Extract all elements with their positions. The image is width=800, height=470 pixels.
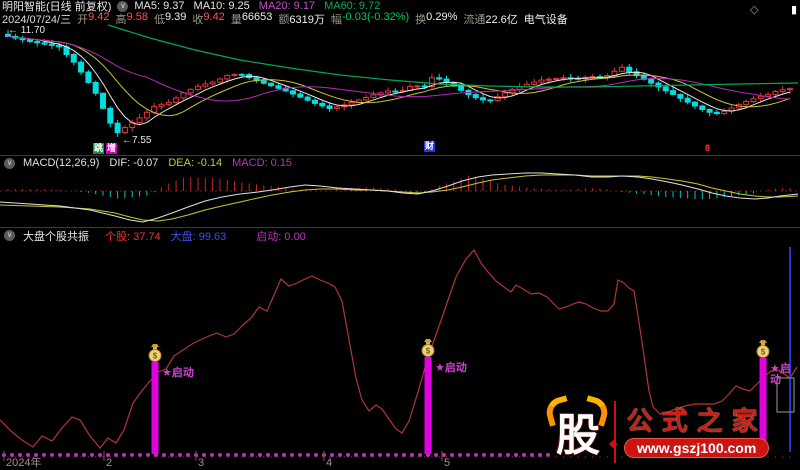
watermark-text: 公式之家 www.gszj100.com (624, 405, 770, 458)
dif-value: DIF: -0.07 (109, 157, 159, 169)
macd-header: ∨ MACD(12,26,9) DIF: -0.07 DEA: -0.14 MA… (2, 157, 292, 169)
diamond-icon[interactable]: ◇ (750, 4, 759, 16)
stock-resonance-value: 个股: 37.74 (105, 230, 161, 243)
trigger-signal-label: ★启动 (770, 363, 791, 386)
money-bag-icon: $ (148, 344, 162, 362)
collapse-price-panel-icon[interactable]: ∨ (117, 0, 129, 12)
quote-field-value: 9.42 (203, 10, 225, 23)
quote-field-label: 换 (415, 13, 427, 26)
industry-label: 电气设备 (523, 13, 568, 26)
axis-label: 3 (198, 457, 205, 469)
macd-indicator-name: MACD(12,26,9) (23, 157, 100, 169)
corner-widget-icon[interactable]: ▮ (791, 4, 798, 16)
quote-field-label: 收 (192, 13, 204, 26)
price-signal-marker[interactable]: 跳 (93, 143, 105, 154)
axis-label: 2024年 (6, 457, 42, 469)
watermark-divider: ◆ (609, 401, 617, 463)
trigger-signal-label: ★启动 (162, 367, 194, 379)
svg-text:$: $ (761, 348, 766, 357)
quote-date: 2024/07/24/三 (2, 13, 72, 26)
axis-label: 5 (444, 457, 451, 469)
quote-field-value: 0.29% (426, 10, 458, 23)
quote-field-value: -0.03(-0.32%) (341, 10, 410, 23)
price-signal-marker[interactable]: 8 (705, 143, 711, 153)
ma-legend-item: MA5: 9.37 (134, 0, 185, 12)
price-signal-marker[interactable]: 增 (106, 143, 118, 154)
quote-field-value: 6319万 (289, 13, 325, 26)
collapse-resonance-panel-icon[interactable]: ∨ (4, 230, 15, 241)
money-bag-icon: $ (421, 339, 435, 357)
quote-field-value: 9.42 (88, 10, 110, 23)
ma-legend-item: MA20: 9.17 (258, 0, 316, 12)
price-signal-marker[interactable]: 财 (424, 141, 436, 152)
axis-label: 2 (106, 457, 113, 469)
watermark: 股 ◆ 公式之家 www.gszj100.com (542, 394, 800, 470)
quote-field-label: 高 (115, 13, 127, 26)
quote-fields: 开 9.42 高 9.58 低 9.39 收 9.42 量 66653 额 6319万幅 -0.03(-… (71, 11, 518, 27)
page-title: 明阳智能(日线 前复权) (2, 1, 112, 13)
quote-field-label: 量 (230, 13, 242, 26)
market-resonance-value: 大盘: 99.63 (170, 230, 227, 243)
quote-field-label: 幅 (330, 13, 342, 26)
title-bar: 明阳智能(日线 前复权) ∨ MA5: 9.37 MA10: 9.25 MA20: … (2, 0, 389, 13)
quote-field-value: 9.39 (164, 10, 187, 23)
dea-value: DEA: -0.14 (168, 157, 223, 169)
trigger-value: 启动: 0.00 (256, 230, 306, 243)
quote-field-value: 9.58 (126, 10, 148, 23)
svg-text:$: $ (426, 347, 431, 356)
svg-text:$: $ (153, 352, 158, 361)
axis-label: 4 (326, 457, 333, 469)
bull-logo: 股 (542, 395, 612, 468)
price-annotation: ←7.55 (122, 135, 152, 146)
quote-field-label: 额 (278, 13, 290, 26)
trigger-signal-label: ★启动 (435, 362, 467, 374)
quote-field-label: 流通 (463, 13, 486, 26)
macd-value: MACD: 0.15 (232, 157, 293, 169)
site-name: 公式之家 (626, 405, 767, 436)
ma-legend-item: MA60: 9.72 (324, 0, 381, 12)
collapse-macd-panel-icon[interactable]: ∨ (4, 157, 15, 169)
bull-character: 股 (556, 411, 600, 460)
ma-legend: MA5: 9.37 MA10: 9.25 MA20: 9.17 MA60: 9.72 (134, 0, 389, 12)
quote-field-label: 开 (77, 13, 89, 26)
quote-field-label: 低 (153, 13, 165, 26)
resonance-header: ∨ 大盘个股共振 个股: 37.74 大盘: 99.63 启动: 0.00 (2, 229, 306, 243)
quote-field-value: 22.6亿 (485, 13, 518, 26)
resonance-indicator-name: 大盘个股共振 (23, 230, 89, 243)
quote-line: 2024/07/24/三 开 9.42 高 9.58 低 9.39 收 9.42 量 66653 额… (2, 11, 568, 27)
money-bag-icon: $ (756, 340, 770, 358)
quote-field-value: 66653 (241, 10, 273, 23)
site-url: www.gszj100.com (624, 437, 770, 458)
price-annotation: ← 11.70 (8, 25, 46, 36)
ma-legend-item: MA10: 9.25 (193, 0, 250, 12)
diamond-divider-icon: ◆ (609, 438, 618, 450)
